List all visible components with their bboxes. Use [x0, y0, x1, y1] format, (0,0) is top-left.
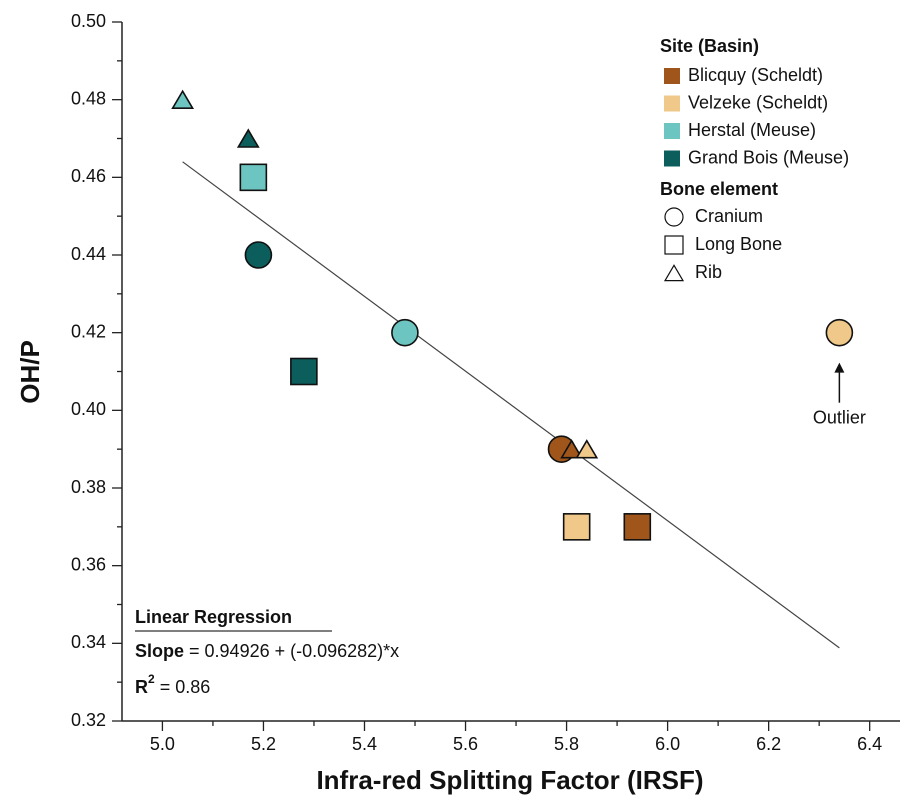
y-tick-label: 0.38: [71, 477, 106, 497]
point: [290, 357, 318, 386]
y-tick-label: 0.46: [71, 166, 106, 186]
x-tick-label: 6.0: [655, 734, 680, 754]
annotation-arrowhead: [834, 362, 845, 373]
legend-label: Blicquy (Scheldt): [688, 65, 823, 85]
legend-swatch: [664, 68, 680, 84]
slope-text: Slope = 0.94926 + (-0.096282)*x: [135, 641, 399, 661]
legend-swatch: [664, 150, 680, 167]
y-tick-label: 0.48: [71, 88, 106, 108]
annotation: Outlier: [813, 407, 866, 427]
r2-value: = 0.86: [155, 677, 211, 697]
y-tick-label: 0.36: [71, 554, 106, 574]
shape-legend-icon: [664, 235, 684, 255]
point: [575, 439, 599, 459]
x-tick-label: 5.0: [150, 734, 175, 754]
point: [560, 439, 584, 459]
r2-label: R: [135, 677, 148, 697]
x-tick-label: 5.6: [453, 734, 478, 754]
legend-swatch: [664, 95, 680, 112]
r2-text: R2 = 0.86: [135, 672, 210, 697]
regression-line: [182, 161, 840, 649]
point: [623, 513, 652, 541]
shape-legend-label: Rib: [695, 262, 722, 282]
x-tick-label: 5.2: [251, 734, 276, 754]
shape-legend-title: Bone element: [660, 179, 778, 199]
legend-title: Site (Basin): [660, 36, 759, 56]
legend-label: Grand Bois (Meuse): [688, 147, 849, 167]
shape-legend-label: Long Bone: [695, 234, 782, 254]
x-tick-label: 6.2: [756, 734, 781, 754]
x-tick-label: 5.4: [352, 734, 377, 754]
shape-legend-icon: [663, 264, 685, 282]
legend-label: Herstal (Meuse): [688, 120, 816, 140]
regression-title: Linear Regression: [135, 607, 292, 627]
x-axis-title: Infra-red Splitting Factor (IRSF): [316, 765, 703, 795]
y-tick-label: 0.34: [71, 632, 106, 652]
y-tick-label: 0.50: [71, 11, 106, 31]
legend-swatch: [664, 123, 680, 139]
slope-label: Slope: [135, 641, 184, 661]
x-tick-label: 5.8: [554, 734, 579, 754]
point: [825, 318, 854, 347]
legend-label: Velzeke (Scheldt): [688, 92, 828, 112]
point: [171, 89, 195, 109]
point: [244, 241, 273, 269]
point: [236, 128, 260, 148]
shape-legend-icon: [664, 207, 684, 227]
y-axis-title: OH/P: [15, 340, 45, 404]
slope-equation: = 0.94926 + (-0.096282)*x: [184, 641, 399, 661]
y-tick-label: 0.42: [71, 321, 106, 341]
point: [562, 513, 591, 541]
y-tick-label: 0.40: [71, 399, 106, 419]
y-tick-label: 0.32: [71, 710, 106, 730]
x-tick-label: 6.4: [857, 734, 882, 754]
shape-legend-label: Cranium: [695, 206, 763, 226]
y-tick-label: 0.44: [71, 244, 106, 264]
r2-sup: 2: [148, 672, 155, 686]
point: [239, 163, 268, 192]
point: [391, 318, 419, 347]
